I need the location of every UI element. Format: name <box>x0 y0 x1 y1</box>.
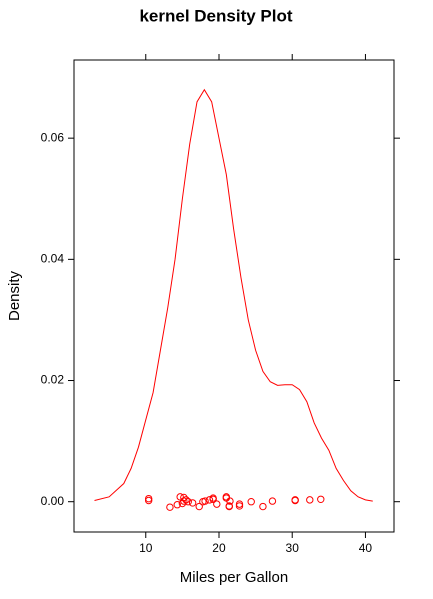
data-point <box>259 502 267 511</box>
data-point <box>205 496 214 504</box>
data-point <box>291 496 299 504</box>
data-point <box>213 500 221 508</box>
x-tick-label: 40 <box>359 541 373 555</box>
x-tick-label: 20 <box>212 541 226 555</box>
data-point <box>173 501 181 509</box>
data-point <box>235 500 244 508</box>
data-point <box>225 502 233 510</box>
chart-title: kernel Density Plot <box>139 6 292 25</box>
data-point <box>209 494 217 502</box>
x-axis-label: Miles per Gallon <box>180 569 288 586</box>
data-point <box>144 496 153 505</box>
data-point <box>166 503 174 511</box>
density-line <box>94 88 373 502</box>
panel-border <box>73 59 395 533</box>
x-tick-label: 30 <box>286 541 300 555</box>
y-tick-label: 0.00 <box>41 494 65 508</box>
data-point <box>176 493 184 501</box>
data-point <box>226 497 234 505</box>
data-point <box>268 497 277 505</box>
data-point <box>178 499 187 508</box>
data-point <box>195 502 203 511</box>
data-point <box>199 498 207 506</box>
y-axis-label: Density <box>6 270 23 321</box>
x-tick-label: 10 <box>139 541 153 555</box>
y-tick-label: 0.06 <box>41 130 65 144</box>
data-point <box>317 495 325 503</box>
y-tick-label: 0.04 <box>41 252 65 266</box>
data-point <box>188 499 197 507</box>
data-point <box>306 496 314 504</box>
data-point <box>247 498 255 506</box>
y-tick-label: 0.02 <box>41 373 65 387</box>
